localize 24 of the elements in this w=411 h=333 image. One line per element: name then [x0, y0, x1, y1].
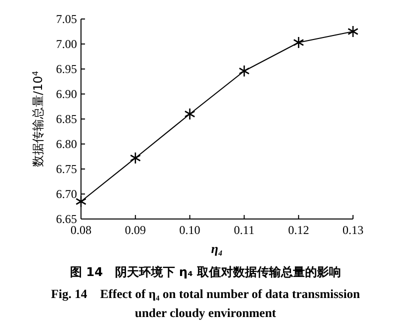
point	[238, 64, 250, 78]
y-tick-label: 7.05	[56, 12, 77, 26]
x-tick-label: 0.12	[288, 223, 310, 237]
y-tick-label: 6.85	[56, 112, 77, 126]
point	[184, 108, 196, 120]
x-axis-title: η₄	[211, 241, 223, 256]
x-tick-label: 0.10	[179, 223, 200, 237]
y-tick-label: 7.00	[56, 37, 77, 51]
text: 图 14 阴天环境下 η₄ 取值对数据传输总量的影响	[70, 265, 342, 279]
y-tick-label: 6.75	[56, 162, 77, 176]
text: Fig. 14 Effect of η₄ on total number of data transmission under cloudy environment	[50, 287, 360, 320]
point	[76, 195, 86, 208]
x-tick-label: 0.11	[234, 223, 254, 237]
y-tick-label: 6.80	[56, 137, 77, 151]
x-tick-label: 0.08	[70, 223, 92, 237]
x-tick-label: 0.13	[342, 223, 364, 237]
y-tick-label: 6.95	[56, 62, 77, 76]
y-tick-label: 6.65	[56, 212, 77, 226]
point	[130, 152, 141, 164]
point	[348, 25, 358, 38]
x-tick-label: 0.09	[124, 223, 146, 237]
y-tick-label: 6.90	[56, 87, 77, 101]
y-tick-label: 6.70	[56, 187, 77, 201]
point	[293, 36, 304, 49]
